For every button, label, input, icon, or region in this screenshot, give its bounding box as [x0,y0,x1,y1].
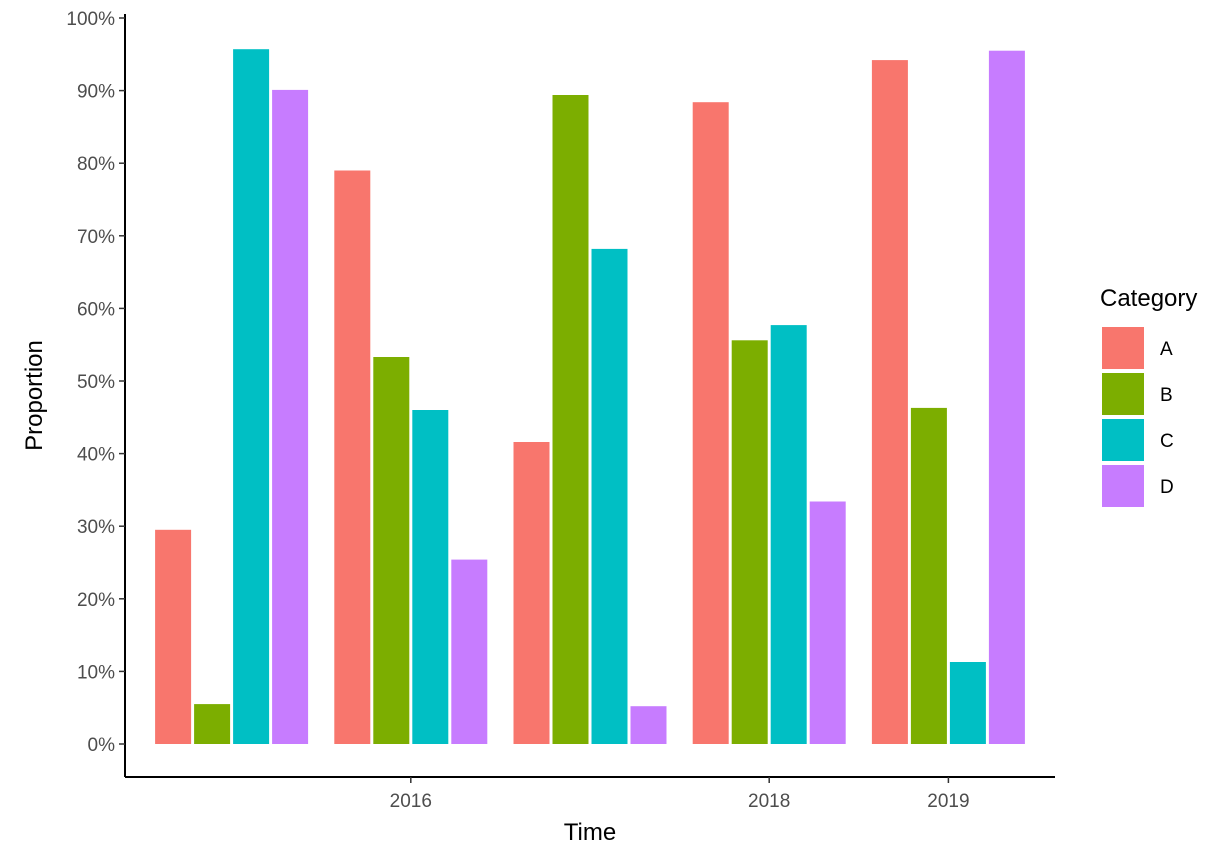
bar-C-2018 [770,325,807,744]
legend-label-A: A [1160,339,1173,360]
bar-B-2019 [910,407,947,744]
bar-B-2016 [373,357,410,744]
legend-label-B: B [1160,385,1173,406]
bar-A-2016 [334,170,371,744]
y-tick-label: 0% [88,735,116,756]
bar-C-2016 [412,410,449,744]
bar-B-2017 [552,95,589,744]
y-tick-label: 10% [77,662,115,683]
bar-A-2017 [513,442,550,744]
bars-layer [155,49,1025,745]
y-axis-title: Proportion [21,340,48,451]
y-axis: 0% 10% 20% 30% 40% 50% 60% 70% 80% 90% 100% [66,9,126,777]
bar-D-2019 [988,50,1025,744]
bar-C-2017 [591,248,628,744]
legend-key-C [1102,419,1144,461]
y-tick-label: 80% [77,154,115,175]
bar-C-2019 [949,662,986,744]
y-tick-label: 70% [77,227,115,248]
bar-B-2015 [194,704,231,744]
legend-title: Category [1100,285,1197,312]
y-tick-label: 30% [77,517,115,538]
legend-label-C: C [1160,431,1174,452]
x-tick-label: 2018 [748,791,790,812]
legend-key-A [1102,327,1144,369]
bar-A-2018 [692,102,729,744]
x-tick-label: 2019 [927,791,969,812]
x-axis-title: Time [564,819,616,846]
legend-key-B [1102,373,1144,415]
bar-A-2019 [871,60,908,745]
y-tick-label: 90% [77,82,115,103]
bar-D-2016 [451,559,488,744]
bar-D-2017 [630,706,667,744]
bar-C-2015 [233,49,270,744]
y-tick-label: 50% [77,372,115,393]
legend: Category A B C D [1100,285,1197,507]
y-tick-label: 40% [77,445,115,466]
y-tick-label: 100% [66,9,115,30]
bar-D-2015 [272,89,309,744]
bar-A-2015 [155,529,192,744]
x-tick-label: 2016 [390,791,432,812]
legend-label-D: D [1160,477,1174,498]
y-tick-label: 20% [77,590,115,611]
y-tick-label: 60% [77,299,115,320]
bar-D-2018 [809,501,846,744]
bar-B-2018 [731,340,768,744]
legend-key-D [1102,465,1144,507]
x-axis: 2016 2018 2019 [125,776,1055,812]
